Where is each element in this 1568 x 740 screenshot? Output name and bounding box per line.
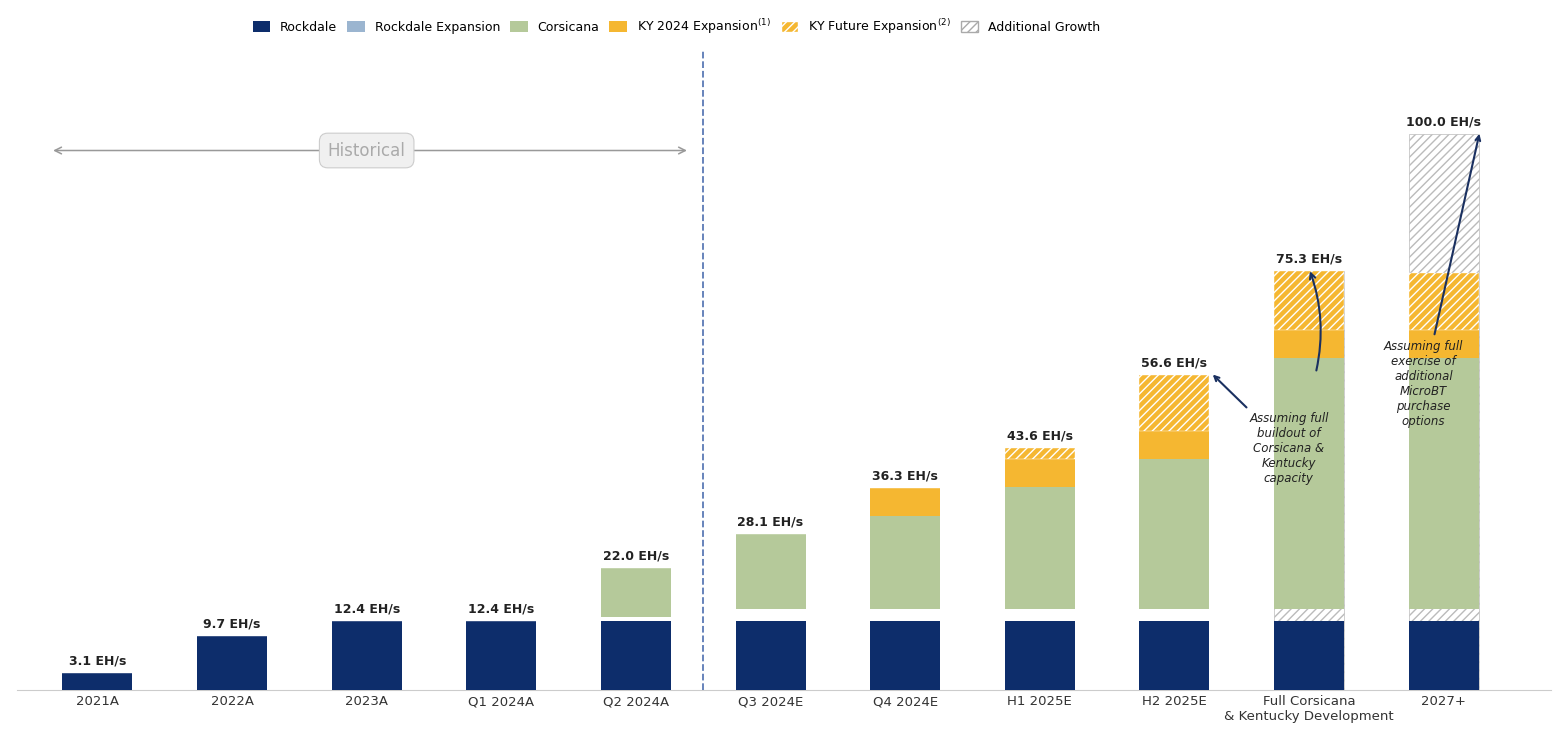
- Text: 9.7 EH/s: 9.7 EH/s: [204, 618, 260, 631]
- Text: 56.6 EH/s: 56.6 EH/s: [1142, 357, 1207, 370]
- Bar: [1275, 272, 1344, 330]
- Bar: [1140, 459, 1209, 609]
- Bar: [870, 622, 941, 690]
- Bar: [735, 534, 806, 609]
- Bar: [601, 622, 671, 690]
- Bar: [1408, 597, 1479, 609]
- Text: 12.4 EH/s: 12.4 EH/s: [469, 603, 535, 616]
- Bar: [601, 568, 671, 617]
- Bar: [1408, 357, 1479, 609]
- Bar: [1408, 330, 1479, 357]
- Bar: [1275, 272, 1344, 690]
- Bar: [1275, 330, 1344, 357]
- Bar: [1408, 134, 1479, 690]
- Bar: [1005, 459, 1074, 487]
- Bar: [1005, 597, 1074, 609]
- Text: Assuming full
buildout of
Corsicana &
Kentucky
capacity: Assuming full buildout of Corsicana & Ke…: [1214, 376, 1328, 485]
- Bar: [1005, 487, 1074, 609]
- Bar: [1005, 448, 1074, 459]
- Bar: [1275, 622, 1344, 690]
- Bar: [466, 622, 536, 690]
- Bar: [63, 673, 132, 690]
- Bar: [870, 517, 941, 609]
- Text: Assuming full
exercise of
additional
MicroBT
purchase
options: Assuming full exercise of additional Mic…: [1383, 136, 1480, 428]
- Bar: [601, 613, 671, 617]
- Text: 75.3 EH/s: 75.3 EH/s: [1276, 253, 1342, 266]
- Bar: [1140, 375, 1209, 431]
- Bar: [735, 597, 806, 609]
- Text: 12.4 EH/s: 12.4 EH/s: [334, 603, 400, 616]
- Bar: [1408, 622, 1479, 690]
- Text: 3.1 EH/s: 3.1 EH/s: [69, 655, 125, 667]
- Text: 22.0 EH/s: 22.0 EH/s: [602, 549, 670, 562]
- Text: Historical: Historical: [328, 141, 406, 160]
- Bar: [1140, 431, 1209, 459]
- Bar: [870, 597, 941, 609]
- Text: 28.1 EH/s: 28.1 EH/s: [737, 516, 804, 528]
- Bar: [1140, 622, 1209, 690]
- Bar: [870, 488, 941, 517]
- Text: 43.6 EH/s: 43.6 EH/s: [1007, 429, 1073, 443]
- Bar: [735, 622, 806, 690]
- Legend: Rockdale, Rockdale Expansion, Corsicana, KY 2024 Expansion$^{(1)}$, KY Future Ex: Rockdale, Rockdale Expansion, Corsicana,…: [248, 12, 1105, 41]
- Text: 36.3 EH/s: 36.3 EH/s: [872, 470, 938, 482]
- Bar: [198, 636, 267, 690]
- Bar: [1005, 622, 1074, 690]
- Bar: [1140, 597, 1209, 609]
- Bar: [332, 622, 401, 690]
- Bar: [1408, 273, 1479, 330]
- Bar: [1275, 357, 1344, 609]
- Text: 100.0 EH/s: 100.0 EH/s: [1406, 115, 1482, 128]
- Bar: [1275, 597, 1344, 609]
